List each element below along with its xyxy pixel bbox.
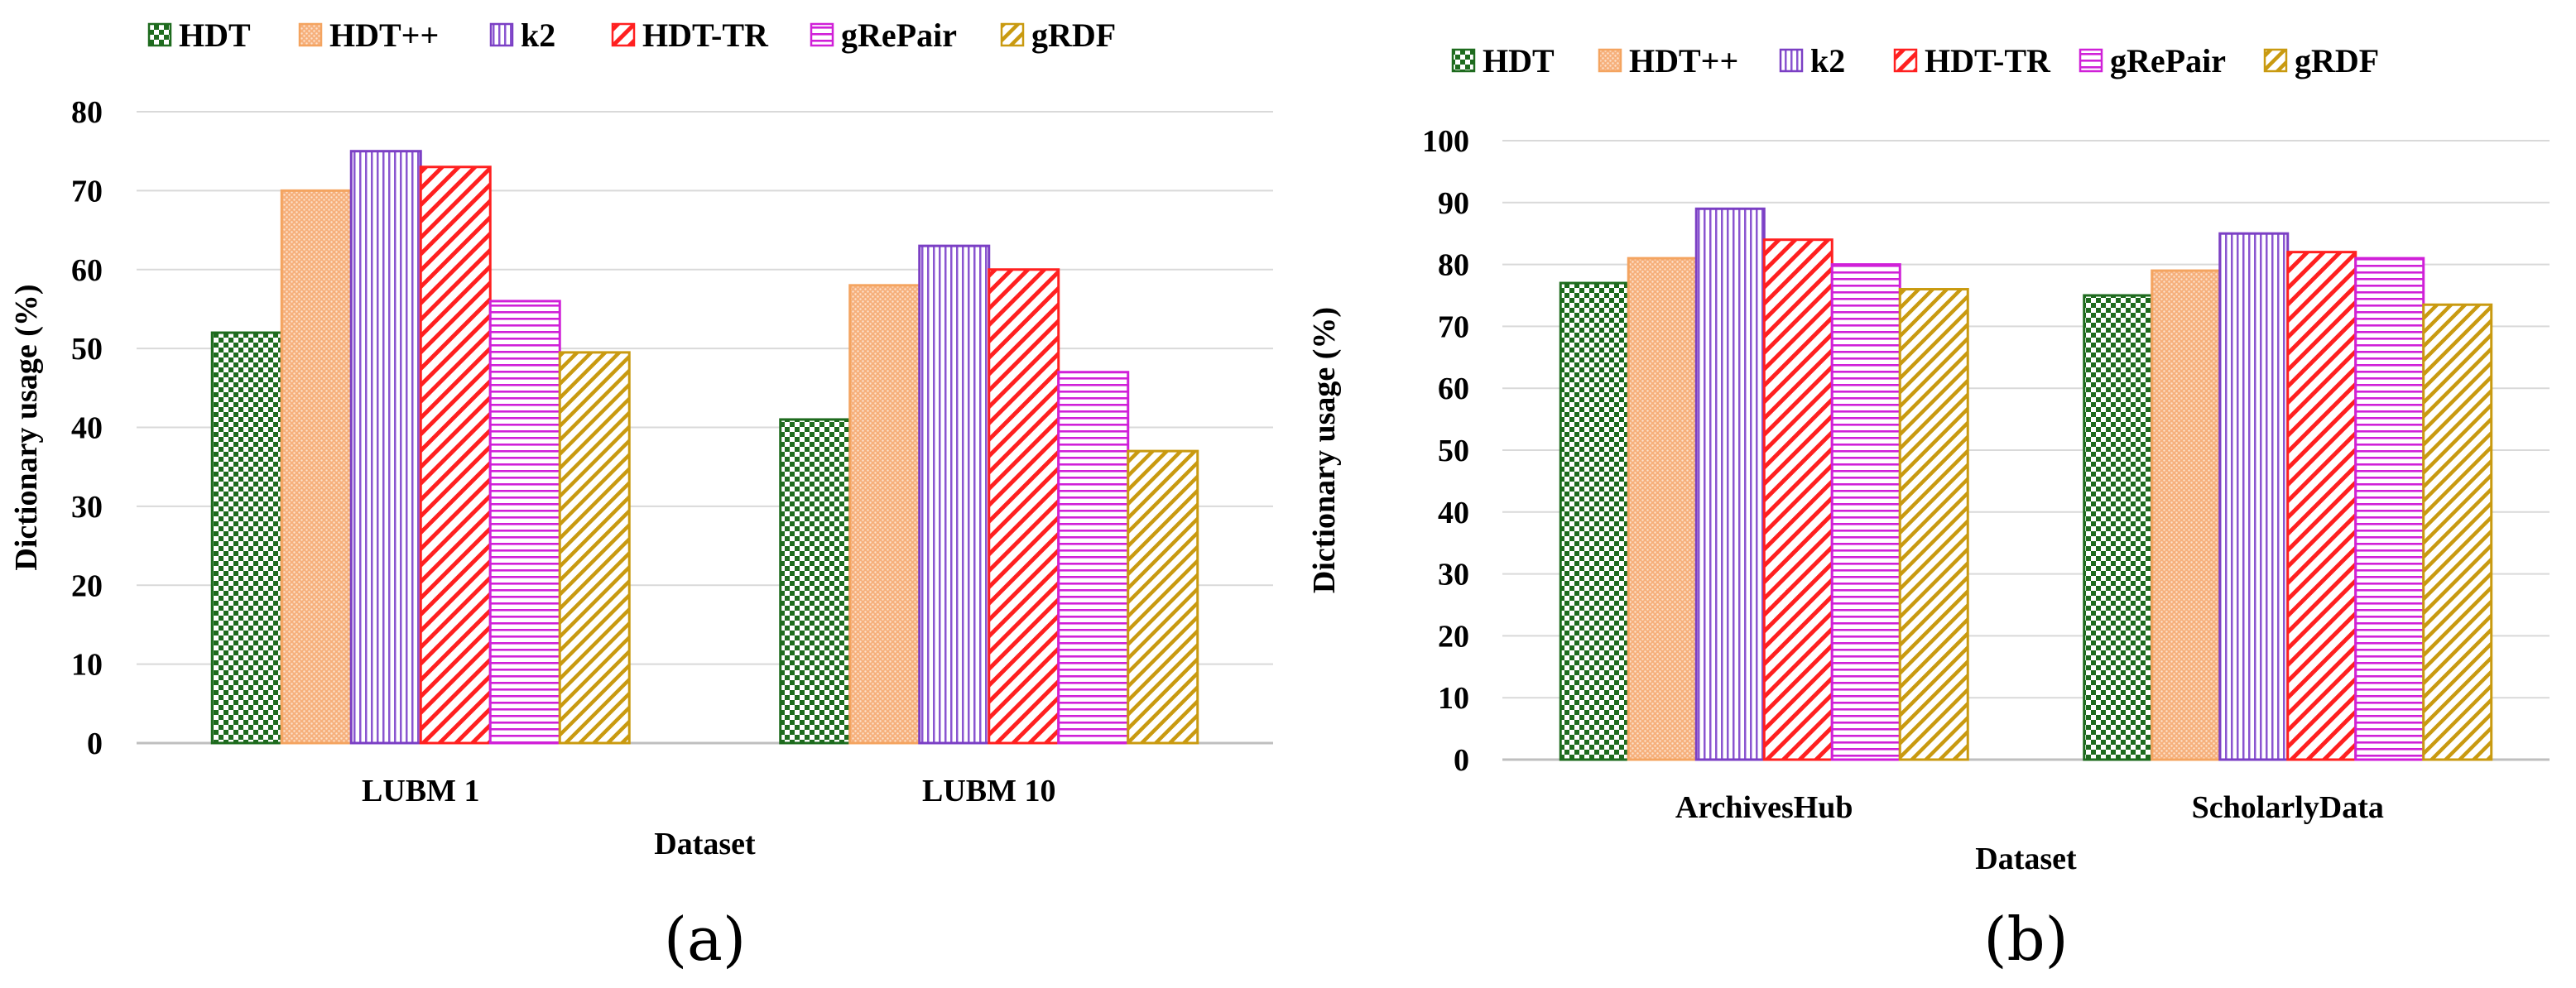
legend-swatch-k2 bbox=[489, 22, 514, 47]
bar-grdf-lubm-1 bbox=[558, 351, 631, 745]
bar-hdt-tr-archiveshub bbox=[1762, 238, 1833, 761]
bar-hdtpp-scholarlydata bbox=[2151, 269, 2222, 761]
y-tick-label: 50 bbox=[1438, 434, 1469, 468]
y-tick-label: 40 bbox=[1438, 496, 1469, 530]
legend-swatch-k2 bbox=[1779, 48, 1804, 73]
legend-swatch-hdt-tr bbox=[1893, 48, 1918, 73]
legend-swatch-grepair bbox=[810, 22, 834, 47]
legend-label-k2: k2 bbox=[521, 17, 555, 54]
bar-k2-scholarlydata bbox=[2218, 232, 2290, 761]
legend-swatch-hdt bbox=[147, 22, 172, 47]
chart-panel-a: 0 10 20 30 40 50 60 70 80 LUBM 1 LUBM 10 HDT HDT++ k2… bbox=[9, 17, 1273, 974]
bar-grepair-archiveshub bbox=[1830, 263, 1901, 761]
x-axis-title: Dataset bbox=[654, 827, 756, 861]
y-tick-label: 50 bbox=[71, 332, 103, 367]
bar-hdt-scholarlydata bbox=[2083, 294, 2154, 761]
legend-label-hdt-tr: HDT-TR bbox=[642, 17, 769, 54]
legend-label-grepair: gRePair bbox=[2110, 42, 2226, 79]
y-tick-label: 30 bbox=[1438, 558, 1469, 592]
legend-swatch-hdtpp bbox=[298, 22, 323, 47]
legend-label-grdf: gRDF bbox=[2295, 42, 2379, 79]
y-tick-label: 70 bbox=[1438, 309, 1469, 344]
y-tick-label: 30 bbox=[71, 490, 103, 525]
legend-label-hdtpp: HDT++ bbox=[329, 17, 439, 54]
y-tick-label: 0 bbox=[87, 727, 103, 761]
y-axis-title: Dictionary usage (%) bbox=[1307, 307, 1342, 593]
y-tick-label: 10 bbox=[1438, 681, 1469, 716]
chart-panel-b: 0 10 20 30 40 50 60 70 80 90 100 ArchivesHub Scholar… bbox=[1307, 42, 2550, 974]
y-tick-label: 90 bbox=[1438, 186, 1469, 221]
bar-hdtpp-lubm-1 bbox=[280, 189, 353, 745]
legend-label-k2: k2 bbox=[1810, 42, 1845, 79]
bar-k2-lubm-1 bbox=[349, 150, 422, 745]
y-tick-label: 10 bbox=[71, 648, 103, 683]
bar-grepair-lubm-1 bbox=[488, 300, 561, 745]
legend-label-grdf: gRDF bbox=[1031, 17, 1116, 54]
legend-swatch-grdf bbox=[2263, 48, 2288, 73]
legend-label-grepair: gRePair bbox=[841, 17, 957, 54]
panel-label: (a) bbox=[664, 904, 746, 974]
legend-label-hdt-tr: HDT-TR bbox=[1925, 42, 2051, 79]
bar-grepair-scholarlydata bbox=[2354, 257, 2425, 761]
y-tick-label: 40 bbox=[71, 411, 103, 446]
bar-hdt-archiveshub bbox=[1559, 281, 1630, 761]
y-axis-title: Dictionary usage (%) bbox=[9, 284, 44, 570]
y-tick-label: 60 bbox=[1438, 372, 1469, 406]
y-tick-label: 20 bbox=[71, 568, 103, 603]
bar-hdt-tr-lubm-1 bbox=[419, 165, 492, 745]
x-tick-label: LUBM 1 bbox=[362, 774, 480, 808]
bar-grepair-lubm-10 bbox=[1057, 371, 1130, 745]
bar-hdt-tr-scholarlydata bbox=[2286, 251, 2357, 761]
panel-label: (b) bbox=[1983, 904, 2068, 974]
bar-hdt-lubm-10 bbox=[779, 418, 852, 745]
bar-grdf-scholarlydata bbox=[2422, 303, 2493, 761]
bar-hdtpp-archiveshub bbox=[1627, 257, 1698, 761]
legend-swatch-hdtpp bbox=[1598, 48, 1622, 73]
bar-k2-archiveshub bbox=[1694, 207, 1766, 761]
legend-swatch-hdt-tr bbox=[611, 22, 636, 47]
y-tick-label: 80 bbox=[1438, 248, 1469, 283]
legend-label-hdt: HDT bbox=[1483, 42, 1555, 79]
bar-hdt-lubm-1 bbox=[210, 331, 283, 745]
x-tick-label: ScholarlyData bbox=[2192, 790, 2384, 825]
y-tick-label: 70 bbox=[71, 174, 103, 209]
bar-grdf-lubm-10 bbox=[1127, 449, 1199, 745]
legend-swatch-grdf bbox=[1000, 22, 1025, 47]
x-tick-label: LUBM 10 bbox=[922, 774, 1056, 808]
y-tick-label: 0 bbox=[1454, 743, 1469, 778]
y-tick-label: 100 bbox=[1422, 124, 1469, 159]
x-axis-title: Dataset bbox=[1975, 842, 2077, 876]
legend-label-hdt: HDT bbox=[179, 17, 251, 54]
bar-hdt-tr-lubm-10 bbox=[988, 268, 1060, 745]
bar-k2-lubm-10 bbox=[918, 244, 991, 745]
bar-hdtpp-lubm-10 bbox=[848, 284, 921, 745]
y-tick-label: 80 bbox=[71, 95, 103, 130]
y-tick-label: 60 bbox=[71, 253, 103, 288]
legend-swatch-grepair bbox=[2079, 48, 2103, 73]
y-tick-label: 20 bbox=[1438, 619, 1469, 654]
legend-label-hdtpp: HDT++ bbox=[1629, 42, 1738, 79]
x-tick-label: ArchivesHub bbox=[1675, 790, 1853, 825]
bar-grdf-archiveshub bbox=[1898, 288, 1969, 761]
legend-swatch-hdt bbox=[1451, 48, 1476, 73]
